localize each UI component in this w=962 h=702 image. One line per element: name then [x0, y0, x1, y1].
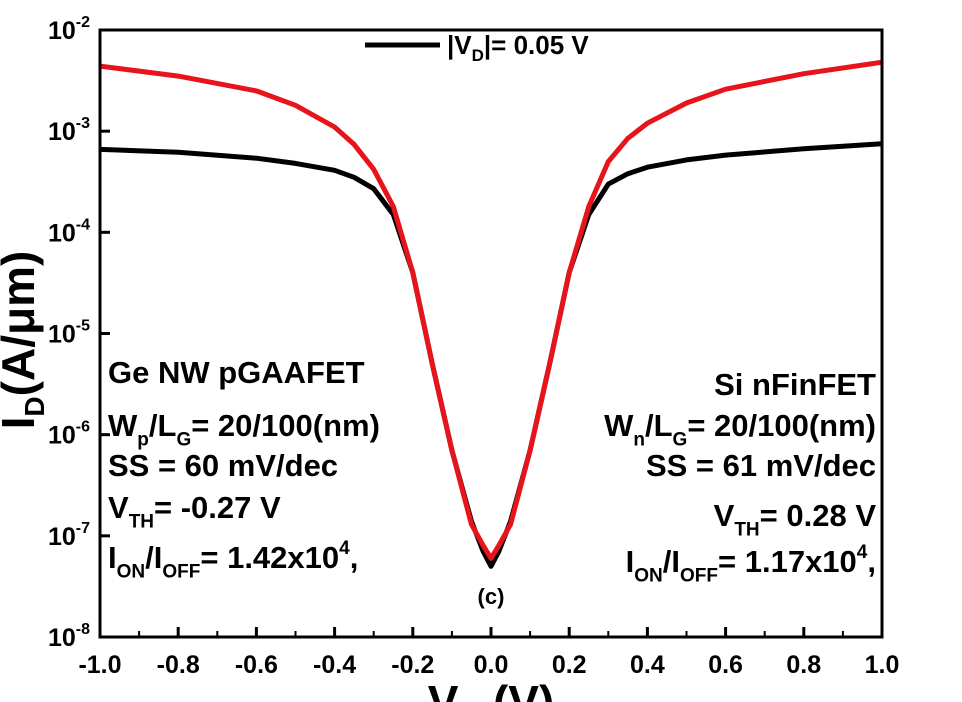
x-tick-label: 1.0: [865, 651, 900, 679]
right-annotation-line: VTH= 0.28 V: [714, 498, 877, 540]
right-annotation-line: Wn/LG= 20/100(nm): [604, 408, 876, 450]
right-annotation-line: ION/IOFF= 1.17x104,: [626, 542, 876, 586]
annotations: Ge NW pGAAFET Wp/LG= 20/100(nm)SS = 60 mV…: [108, 355, 876, 609]
axis-labels: VG (V) ID(A/μm): [0, 251, 554, 702]
series-line-1: [100, 141, 882, 569]
x-tick-label: 0.8: [786, 651, 821, 679]
right-annotation-line: Si nFinFET: [714, 367, 876, 402]
y-tick-label: 10-7: [48, 520, 90, 551]
series-layer: [100, 59, 882, 569]
left-annotation-line: VTH= -0.27 V: [108, 490, 281, 532]
x-tick-label: -1.0: [78, 651, 121, 679]
y-tick-label: 10-4: [48, 216, 90, 247]
y-axis-label: ID(A/μm): [0, 251, 50, 430]
left-annotation-line: ION/IOFF= 1.42x104,: [108, 538, 358, 582]
x-tick-label: 0.0: [474, 651, 509, 679]
panel-label: (c): [478, 584, 505, 609]
y-tick-label: 10-2: [48, 14, 90, 45]
x-tick-label: 0.4: [630, 651, 665, 679]
x-tick-label: -0.4: [313, 651, 356, 679]
left-annotation-line: Wp/LG= 20/100(nm): [108, 408, 380, 450]
x-tick-label: -0.8: [157, 651, 200, 679]
series-line-2: [100, 59, 882, 561]
y-tick-label: 10-5: [48, 318, 90, 349]
x-axis-label: VG (V): [428, 676, 555, 702]
y-tick-label: 10-8: [48, 621, 90, 652]
legend: |VD|= 0.05 V: [365, 30, 589, 65]
x-tick-label: 0.2: [552, 651, 587, 679]
x-tick-label: -0.6: [235, 651, 278, 679]
left-annotation-line: SS = 60 mV/dec: [108, 448, 338, 483]
tick-layer: -1.0 -0.8 -0.6 -0.4 -0.2 0.0 0.2 0.4 0.6 0.8 1.0 10…: [48, 14, 899, 679]
y-tick-label: 10-3: [48, 115, 90, 146]
x-tick-label: -0.2: [391, 651, 434, 679]
left-annotation-line: Ge NW pGAAFET: [108, 355, 365, 390]
legend-label: |VD|= 0.05 V: [447, 30, 589, 65]
y-tick-label: 10-6: [48, 419, 90, 450]
right-annotation-line: SS = 61 mV/dec: [646, 448, 876, 483]
x-tick-label: 0.6: [708, 651, 743, 679]
